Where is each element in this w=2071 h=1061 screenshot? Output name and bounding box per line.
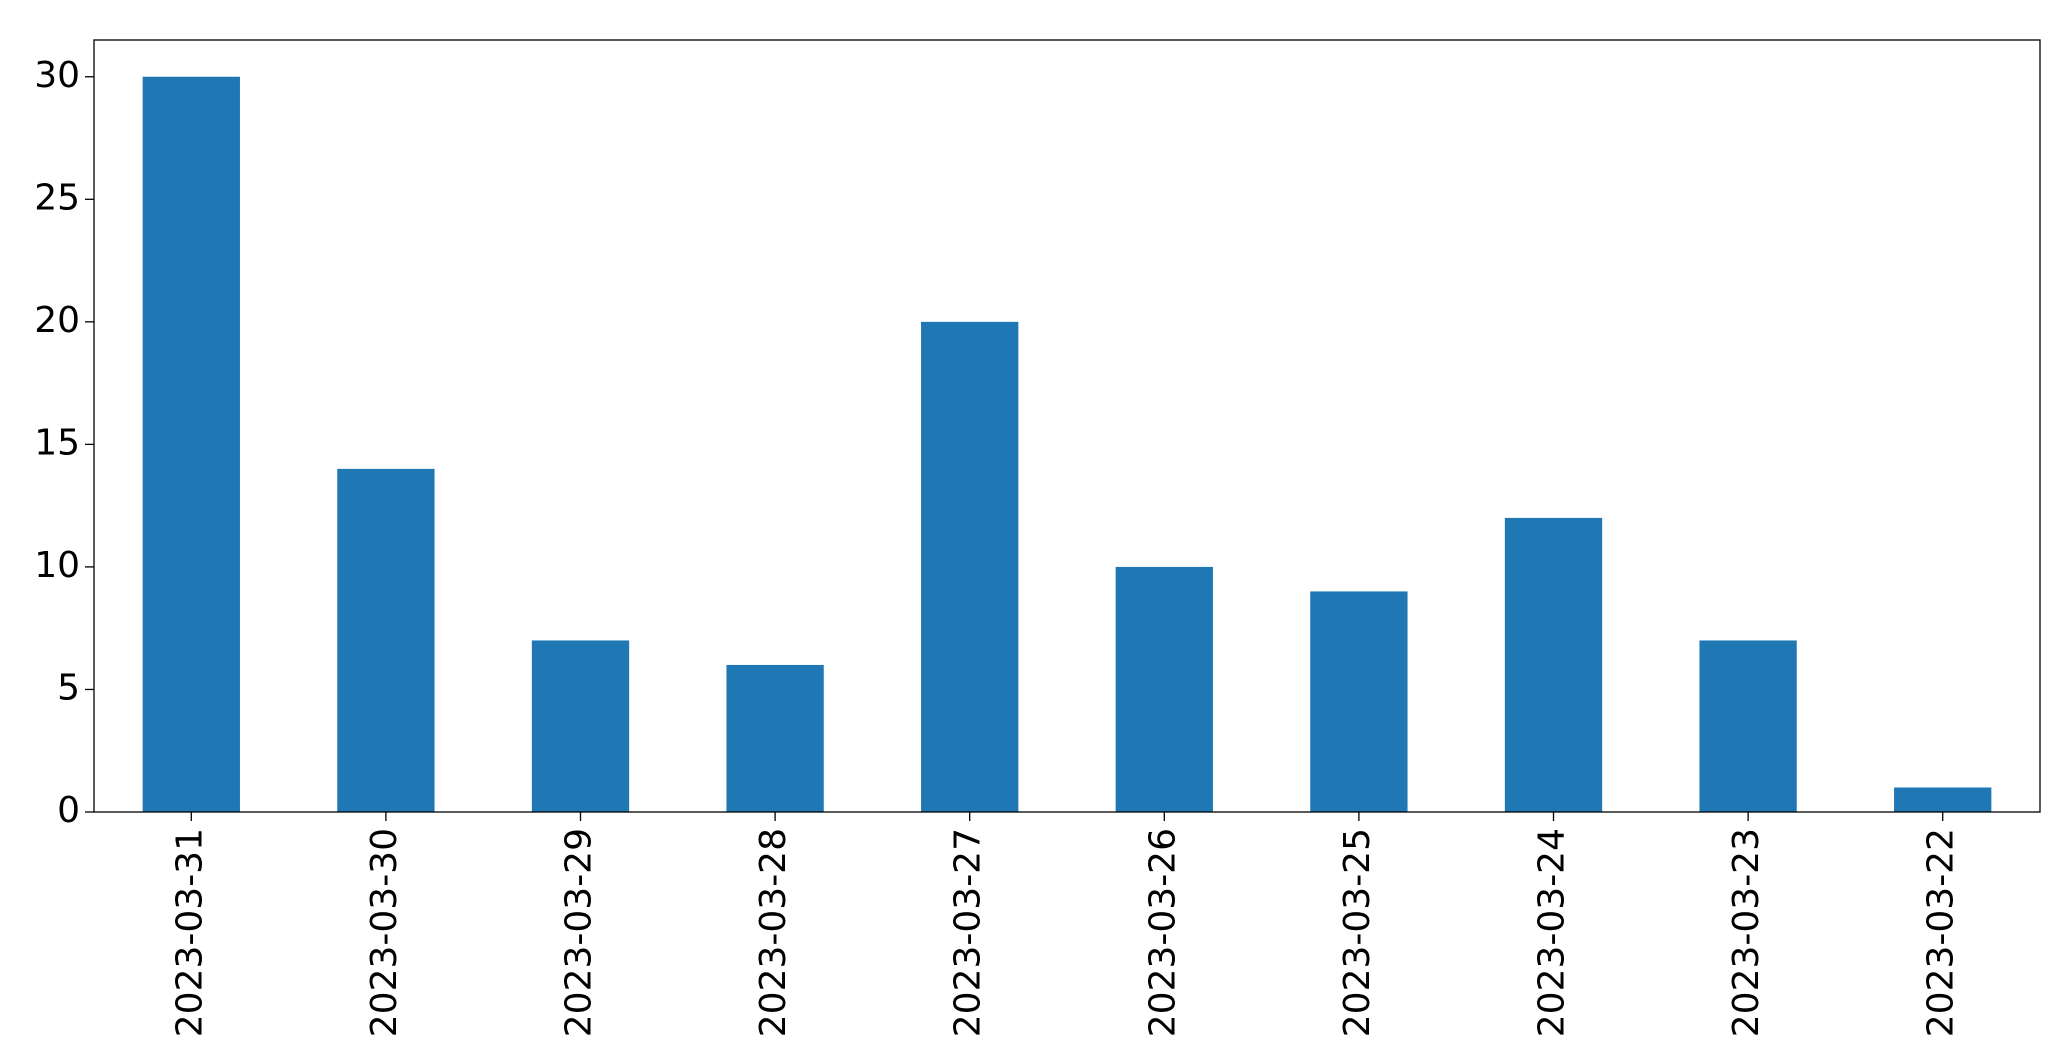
- y-tick-label: 5: [57, 667, 80, 708]
- bar: [726, 664, 824, 812]
- x-tick-label: 2023-03-25: [1337, 828, 1378, 1037]
- bar: [1310, 591, 1408, 812]
- bar: [142, 76, 240, 812]
- x-tick-label: 2023-03-31: [169, 828, 210, 1037]
- bar: [337, 468, 435, 812]
- bar: [1699, 640, 1797, 812]
- x-tick-label: 2023-03-27: [948, 828, 989, 1037]
- bar: [531, 640, 630, 812]
- y-tick-label: 10: [34, 545, 80, 586]
- x-tick-label: 2023-03-23: [1726, 828, 1767, 1037]
- bar: [921, 321, 1019, 812]
- x-tick-label: 2023-03-28: [753, 828, 794, 1037]
- y-tick-label: 25: [34, 177, 80, 218]
- x-tick-label: 2023-03-26: [1142, 828, 1183, 1037]
- y-tick-label: 20: [34, 300, 80, 341]
- bar: [1894, 787, 1992, 812]
- x-tick-label: 2023-03-30: [364, 828, 405, 1037]
- plot-frame: [93, 39, 2041, 813]
- x-tick-label: 2023-03-29: [559, 828, 600, 1037]
- x-tick-label: 2023-03-22: [1921, 828, 1962, 1037]
- bar: [1115, 566, 1213, 812]
- y-tick-label: 0: [57, 790, 80, 831]
- y-tick-label: 30: [34, 55, 80, 96]
- bar: [1504, 517, 1603, 812]
- x-tick-label: 2023-03-24: [1532, 828, 1573, 1037]
- y-tick-label: 15: [34, 422, 80, 463]
